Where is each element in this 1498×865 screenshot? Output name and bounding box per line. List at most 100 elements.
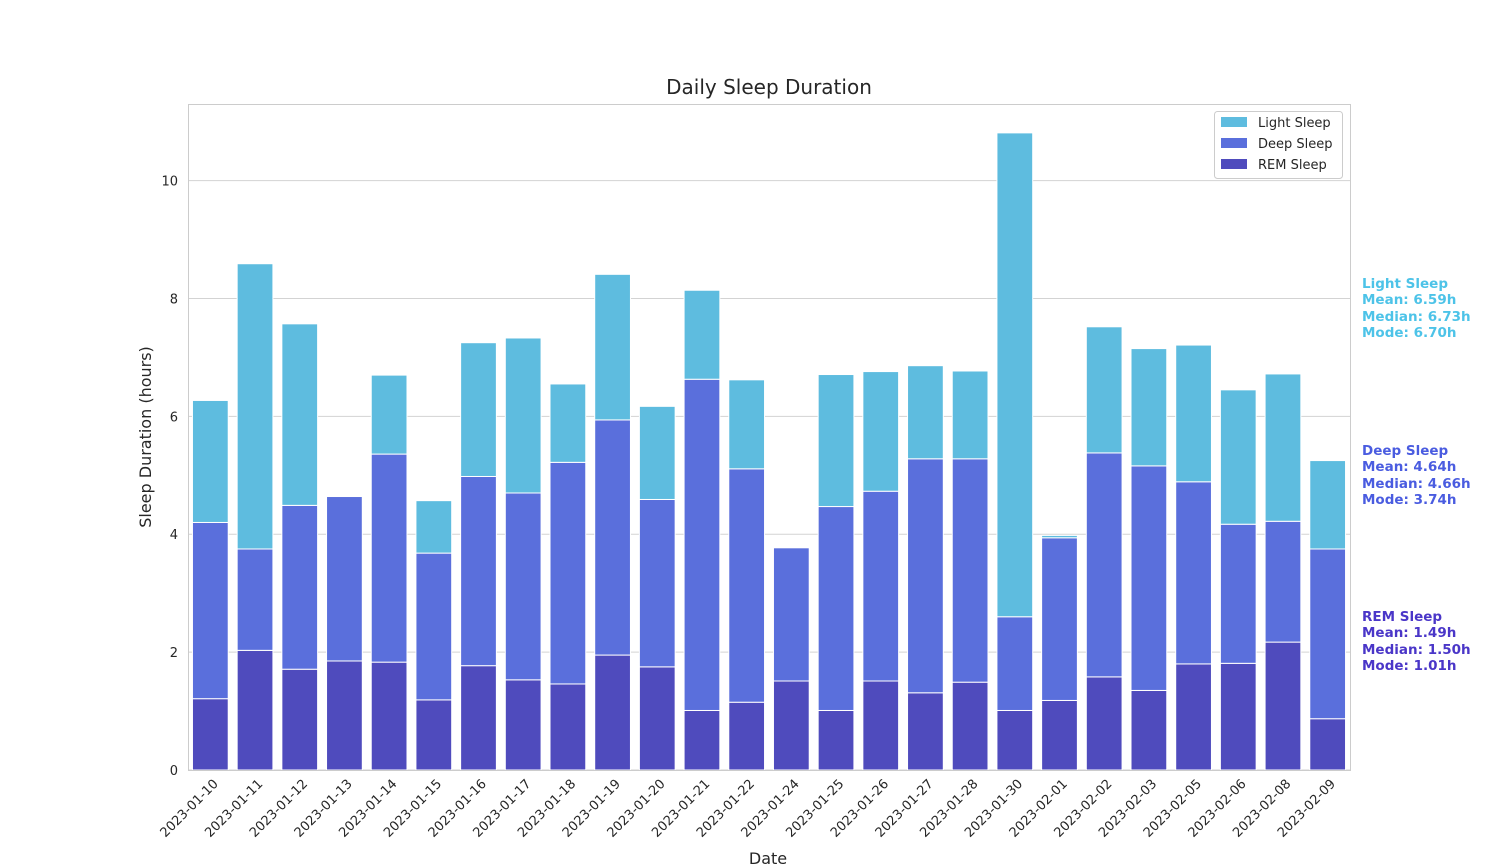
bar-rem-sleep	[772, 680, 810, 771]
rem-sleep-median: Median: 1.50h	[1362, 641, 1471, 658]
bar-rem-sleep	[638, 666, 676, 771]
bar-light-sleep	[191, 399, 229, 523]
light-sleep-median: Median: 6.73h	[1362, 308, 1471, 325]
bar-light-sleep	[415, 500, 453, 554]
bar-deep-sleep	[1041, 537, 1078, 701]
rem-sleep-mean: Mean: 1.49h	[1362, 625, 1457, 642]
legend-label: Deep Sleep	[1258, 137, 1333, 152]
bar-rem-sleep	[549, 683, 587, 771]
bar-light-sleep	[907, 365, 944, 460]
bar-light-sleep	[683, 289, 721, 380]
bar-light-sleep	[1219, 389, 1257, 525]
light-sleep-mean: Mean: 6.59h	[1362, 292, 1457, 309]
bar-rem-sleep	[817, 709, 855, 771]
bar-rem-sleep	[191, 698, 229, 771]
legend-label: REM Sleep	[1258, 158, 1327, 173]
bar-deep-sleep	[460, 475, 497, 667]
bar-light-sleep	[594, 273, 631, 421]
bar-rem-sleep	[1219, 662, 1257, 771]
bar-rem-sleep	[996, 709, 1034, 771]
bar-light-sleep	[1309, 460, 1347, 550]
bar-light-sleep	[1041, 534, 1078, 539]
bar-deep-sleep	[1085, 452, 1123, 678]
bar-deep-sleep	[191, 521, 229, 700]
deep-sleep-median: Median: 4.66h	[1362, 475, 1471, 492]
bar-rem-sleep	[862, 680, 900, 771]
bar-deep-sleep	[1309, 548, 1347, 720]
bar-rem-sleep	[281, 668, 319, 771]
y-axis-label: Sleep Duration (hours)	[136, 346, 155, 528]
bar-light-sleep	[460, 342, 497, 477]
y-tick-label: 2	[170, 646, 178, 661]
bar-rem-sleep	[683, 709, 721, 771]
rem-sleep-stats: REM Sleep Mean: 1.49h Median: 1.50h Mode…	[1362, 609, 1471, 674]
bar-light-sleep	[951, 370, 989, 460]
bar-deep-sleep	[683, 378, 721, 711]
bar-deep-sleep	[638, 498, 676, 668]
bar-rem-sleep	[1309, 718, 1347, 771]
y-tick-label: 10	[161, 175, 178, 190]
bar-deep-sleep	[594, 419, 631, 656]
bar-deep-sleep	[1175, 481, 1212, 665]
y-tick-label: 0	[170, 764, 178, 779]
y-tick-labels: 0 2 4 6 8 10	[161, 175, 178, 779]
legend-swatch	[1221, 159, 1247, 169]
bar-rem-sleep	[1130, 689, 1168, 771]
light-sleep-stats: Light Sleep Mean: 6.59h Median: 6.73h Mo…	[1362, 276, 1471, 341]
bar-deep-sleep	[281, 504, 319, 670]
bar-deep-sleep	[951, 458, 989, 683]
bar-deep-sleep	[862, 490, 900, 682]
plot-frame	[188, 104, 1351, 771]
x-tick-labels: 2023-01-102023-01-112023-01-122023-01-13…	[158, 777, 1339, 841]
bar-light-sleep	[1085, 326, 1123, 454]
bar-rem-sleep	[370, 661, 408, 771]
bar-deep-sleep	[326, 496, 363, 662]
bar-rem-sleep	[236, 649, 274, 771]
bar-light-sleep	[638, 405, 676, 500]
bars	[191, 132, 1347, 771]
light-sleep-mode: Mode: 6.70h	[1362, 324, 1457, 341]
y-tick-label: 4	[170, 528, 178, 543]
bar-rem-sleep	[1175, 663, 1212, 771]
bar-light-sleep	[236, 263, 274, 550]
legend-label: Light Sleep	[1258, 116, 1331, 131]
legend-swatch	[1221, 138, 1247, 148]
y-tick-label: 6	[170, 410, 178, 425]
bar-light-sleep	[281, 323, 319, 506]
bar-light-sleep	[862, 371, 900, 492]
bar-rem-sleep	[1085, 676, 1123, 771]
bar-light-sleep	[370, 374, 408, 455]
bar-rem-sleep	[460, 665, 497, 771]
bar-deep-sleep	[772, 547, 810, 682]
bar-light-sleep	[1264, 373, 1302, 522]
bar-rem-sleep	[504, 679, 542, 771]
bar-light-sleep	[728, 379, 766, 470]
bar-rem-sleep	[594, 654, 631, 771]
bar-rem-sleep	[907, 692, 944, 771]
bar-deep-sleep	[236, 548, 274, 651]
bar-deep-sleep	[907, 458, 944, 694]
rem-sleep-mode: Mode: 1.01h	[1362, 657, 1457, 674]
y-tick-label: 8	[170, 292, 178, 307]
bar-deep-sleep	[415, 552, 453, 701]
light-sleep-stats-label: Light Sleep	[1362, 276, 1448, 292]
bar-deep-sleep	[1264, 520, 1302, 643]
x-axis-label: Date	[749, 849, 787, 865]
deep-sleep-stats-label: Deep Sleep	[1362, 443, 1449, 459]
bar-light-sleep	[1130, 348, 1168, 467]
bar-deep-sleep	[1219, 523, 1257, 664]
bar-light-sleep	[817, 374, 855, 508]
bar-rem-sleep	[415, 699, 453, 771]
bar-light-sleep	[996, 132, 1034, 618]
deep-sleep-mode: Mode: 3.74h	[1362, 491, 1457, 508]
bar-deep-sleep	[996, 616, 1034, 711]
rem-sleep-stats-label: REM Sleep	[1362, 609, 1443, 625]
bar-deep-sleep	[1130, 465, 1168, 691]
bar-rem-sleep	[326, 660, 363, 771]
deep-sleep-stats: Deep Sleep Mean: 4.64h Median: 4.66h Mod…	[1362, 443, 1471, 508]
legend-swatch	[1221, 117, 1247, 127]
bar-rem-sleep	[728, 701, 766, 771]
bar-deep-sleep	[549, 461, 587, 685]
bar-deep-sleep	[504, 492, 542, 681]
